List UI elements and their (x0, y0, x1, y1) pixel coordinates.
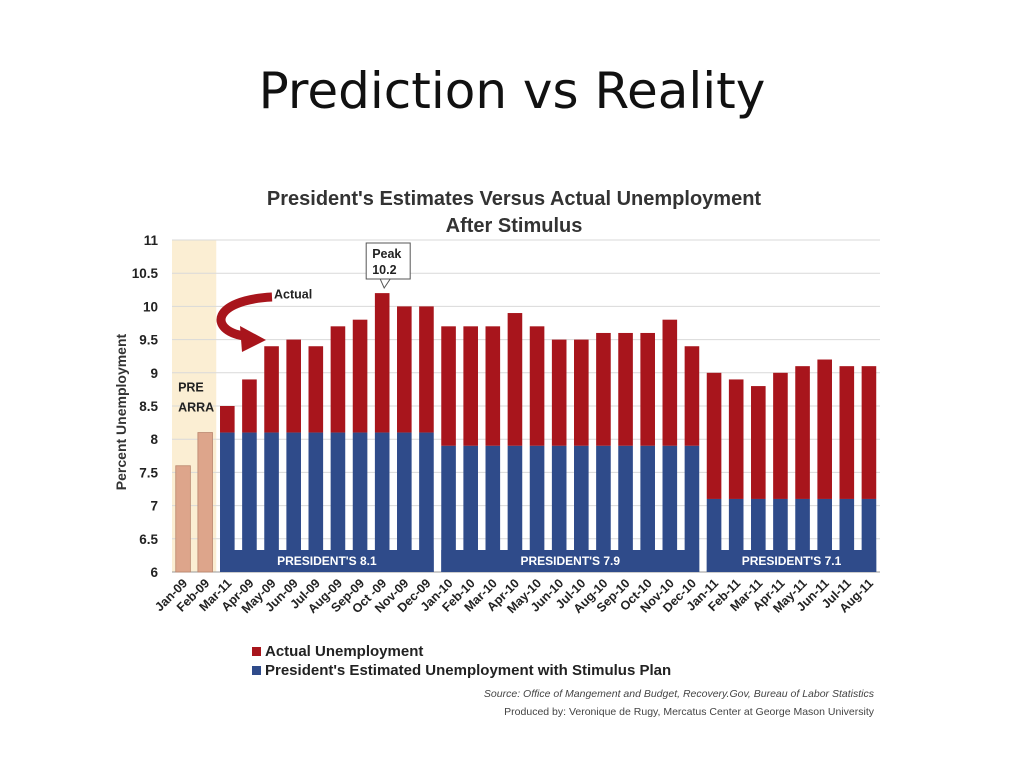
actual-bar (684, 346, 700, 446)
estimate-band (220, 550, 434, 572)
peak-label: Peak (372, 247, 401, 261)
legend-label: President's Estimated Unemployment with … (265, 662, 671, 679)
actual-bar (795, 366, 810, 499)
estimate-bar (308, 432, 324, 572)
estimate-bar (419, 432, 434, 572)
actual-bar (728, 379, 744, 499)
estimate-bar (352, 432, 368, 572)
estimate-bar (551, 445, 567, 572)
actual-bar (551, 339, 567, 446)
estimate-bar (441, 445, 456, 572)
actual-bar (485, 326, 501, 446)
legend: Actual Unemployment President's Estimated… (252, 643, 671, 679)
actual-bar (706, 372, 722, 499)
actual-bar (419, 306, 434, 433)
peak-callout (365, 242, 411, 280)
actual-bar (529, 326, 545, 446)
actual-bar (264, 346, 279, 433)
legend-swatch (252, 647, 261, 656)
slide-title: Prediction vs Reality (258, 62, 766, 120)
estimate-band-label: PRESIDENT'S 8.1 (277, 554, 377, 568)
estimate-bar (618, 445, 633, 572)
estimate-bar (330, 432, 346, 572)
produced-by-note: Produced by: Veronique de Rugy, Mercatus… (504, 706, 875, 718)
peak-callout-pointer (379, 278, 392, 290)
estimate-band-label: PRESIDENT'S 7.1 (742, 554, 842, 568)
actual-bar (817, 359, 832, 499)
actual-bar (507, 313, 523, 446)
y-tick-label: 11 (144, 233, 159, 248)
chart-subtitle: After Stimulus (446, 215, 583, 237)
actual-bar (662, 319, 678, 446)
actual-bar (242, 379, 257, 433)
estimate-bar (485, 445, 501, 572)
estimate-bar (507, 445, 523, 572)
y-tick-label: 6.5 (139, 532, 158, 547)
pre-arra-label: ARRA (178, 400, 214, 414)
pre-arra-bar (197, 432, 213, 573)
actual-arrow-label: Actual (274, 287, 312, 301)
y-tick-label: 7 (150, 499, 158, 514)
pre-arra-bar (175, 465, 191, 573)
actual-arrow (216, 292, 273, 341)
actual-bar (286, 339, 301, 433)
estimate-bar (662, 445, 678, 572)
y-tick-label: 8.5 (139, 399, 158, 414)
actual-bar (640, 332, 655, 446)
actual-arrowhead (240, 326, 266, 352)
actual-bar (330, 326, 346, 433)
actual-bar (773, 372, 788, 499)
y-tick-label: 9.5 (139, 333, 158, 348)
actual-bar (839, 366, 855, 499)
y-tick-label: 8 (150, 432, 158, 447)
peak-value: 10.2 (372, 263, 396, 277)
actual-bar (861, 366, 877, 499)
estimate-bar (374, 432, 390, 572)
actual-bar (463, 326, 478, 446)
actual-bar (220, 406, 235, 433)
estimate-bar (529, 445, 545, 572)
estimate-band (706, 550, 877, 572)
actual-bar (596, 332, 611, 446)
estimate-bar (596, 445, 611, 572)
actual-bar (441, 326, 456, 446)
pre-arra-label: PRE (178, 380, 204, 394)
actual-bar (618, 332, 633, 446)
estimate-band (441, 550, 700, 572)
estimate-bar (242, 432, 257, 572)
bars (175, 293, 877, 573)
y-tick-label: 9 (150, 366, 158, 381)
legend-label: Actual Unemployment (265, 643, 423, 660)
y-tick-label: 6 (150, 565, 158, 580)
y-axis-label: Percent Unemployment (113, 333, 129, 490)
estimate-bar (220, 432, 235, 572)
estimate-bar (574, 445, 589, 572)
actual-bar (574, 339, 589, 446)
estimate-band-label: PRESIDENT'S 7.9 (520, 554, 620, 568)
source-note: Source: Office of Mangement and Budget, … (484, 688, 875, 700)
y-tick-label: 7.5 (139, 465, 158, 480)
estimate-bar (397, 432, 412, 572)
chart-title: President's Estimates Versus Actual Unem… (267, 188, 762, 210)
actual-bar (397, 306, 412, 433)
actual-bar (374, 293, 390, 433)
actual-bar (308, 346, 324, 433)
estimate-bar (286, 432, 301, 572)
estimate-bar (640, 445, 655, 572)
estimate-bar (684, 445, 700, 572)
y-tick-label: 10 (143, 299, 158, 314)
y-tick-label: 10.5 (132, 266, 159, 281)
actual-bar (352, 319, 368, 433)
estimate-bar (463, 445, 478, 572)
legend-swatch (252, 666, 261, 675)
estimate-bar (264, 432, 279, 572)
actual-bar (751, 386, 766, 499)
